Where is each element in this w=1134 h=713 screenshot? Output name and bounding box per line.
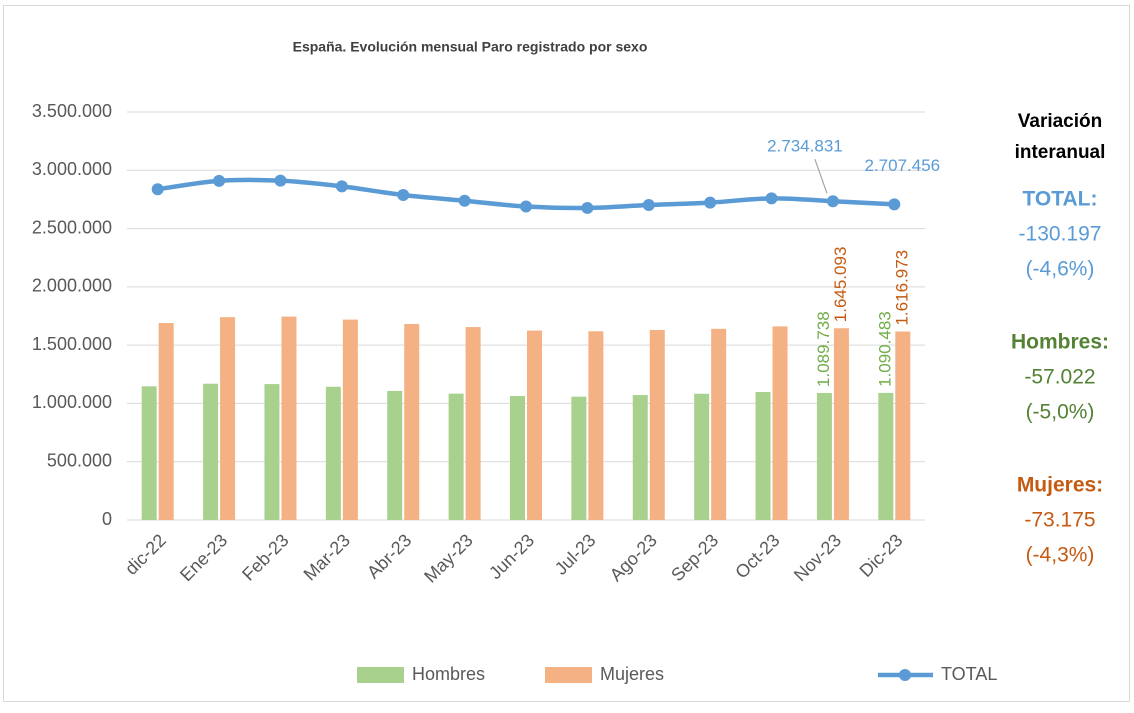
bar <box>281 316 297 520</box>
y-tick-label: 3.000.000 <box>32 159 112 179</box>
bar <box>264 384 280 520</box>
bar <box>772 326 788 520</box>
legend-label: TOTAL <box>941 664 997 684</box>
y-tick-label: 1.000.000 <box>32 392 112 412</box>
bar <box>342 319 358 520</box>
line-marker <box>274 174 287 187</box>
data-label: 1.089.738 <box>814 311 833 387</box>
bar <box>833 328 849 520</box>
bar <box>448 393 464 520</box>
data-label: 2.707.456 <box>864 156 940 175</box>
panel-value: -73.175 <box>1024 509 1095 532</box>
legend-label: Hombres <box>412 664 485 684</box>
bar <box>755 392 771 520</box>
line-marker <box>520 200 532 213</box>
bar <box>387 390 403 520</box>
data-label: 1.616.973 <box>892 250 911 326</box>
line-marker <box>826 195 839 208</box>
y-tick-label: 2.500.000 <box>32 217 112 237</box>
line-marker <box>704 196 717 209</box>
bar <box>816 392 832 520</box>
line-marker <box>888 198 901 211</box>
bar <box>404 324 420 520</box>
bar <box>510 395 525 520</box>
panel-title: interanual <box>1015 142 1106 163</box>
bar <box>588 331 604 520</box>
bar <box>895 331 911 520</box>
bar <box>465 327 481 520</box>
panel-label: TOTAL: <box>1022 188 1097 211</box>
legend-swatch <box>545 667 592 683</box>
y-tick-label: 0 <box>102 509 112 529</box>
data-label: 2.734.831 <box>767 137 843 156</box>
line-marker <box>335 180 348 193</box>
legend-swatch <box>899 669 911 681</box>
bar <box>694 393 710 520</box>
bar <box>878 392 894 520</box>
bar <box>649 329 665 520</box>
panel-value: -130.197 <box>1019 223 1102 246</box>
panel-pct: (-5,0%) <box>1026 401 1095 424</box>
panel-label: Hombres: <box>1011 331 1109 354</box>
bar <box>527 330 542 520</box>
bar <box>711 328 727 520</box>
bar <box>220 317 236 520</box>
chart-title: España. Evolución mensual Paro registrad… <box>293 39 648 55</box>
data-label: 1.090.483 <box>875 311 894 387</box>
y-tick-label: 500.000 <box>47 450 112 470</box>
panel-pct: (-4,3%) <box>1026 544 1095 567</box>
y-tick-label: 3.500.000 <box>32 101 112 121</box>
bar <box>325 386 341 520</box>
panel-value: -57.022 <box>1024 366 1095 389</box>
bar <box>158 322 174 520</box>
panel-pct: (-4,6%) <box>1026 258 1095 281</box>
line-marker <box>151 183 164 196</box>
bar <box>141 386 157 520</box>
chart-frame <box>3 5 1130 702</box>
line-marker <box>581 201 594 214</box>
bar <box>632 395 648 520</box>
line-marker <box>765 192 778 205</box>
y-tick-label: 1.500.000 <box>32 334 112 354</box>
line-marker <box>397 188 410 201</box>
y-tick-label: 2.000.000 <box>32 276 112 296</box>
line-marker <box>458 194 471 207</box>
panel-label: Mujeres: <box>1017 474 1103 497</box>
panel-title: Variación <box>1018 111 1103 132</box>
line-marker <box>642 199 655 212</box>
bar <box>203 383 219 520</box>
line-marker <box>213 174 226 187</box>
leader-line <box>814 158 828 194</box>
data-label: 1.645.093 <box>831 247 850 323</box>
legend-label: Mujeres <box>600 664 664 684</box>
legend-swatch <box>357 667 404 683</box>
bar <box>571 396 587 520</box>
